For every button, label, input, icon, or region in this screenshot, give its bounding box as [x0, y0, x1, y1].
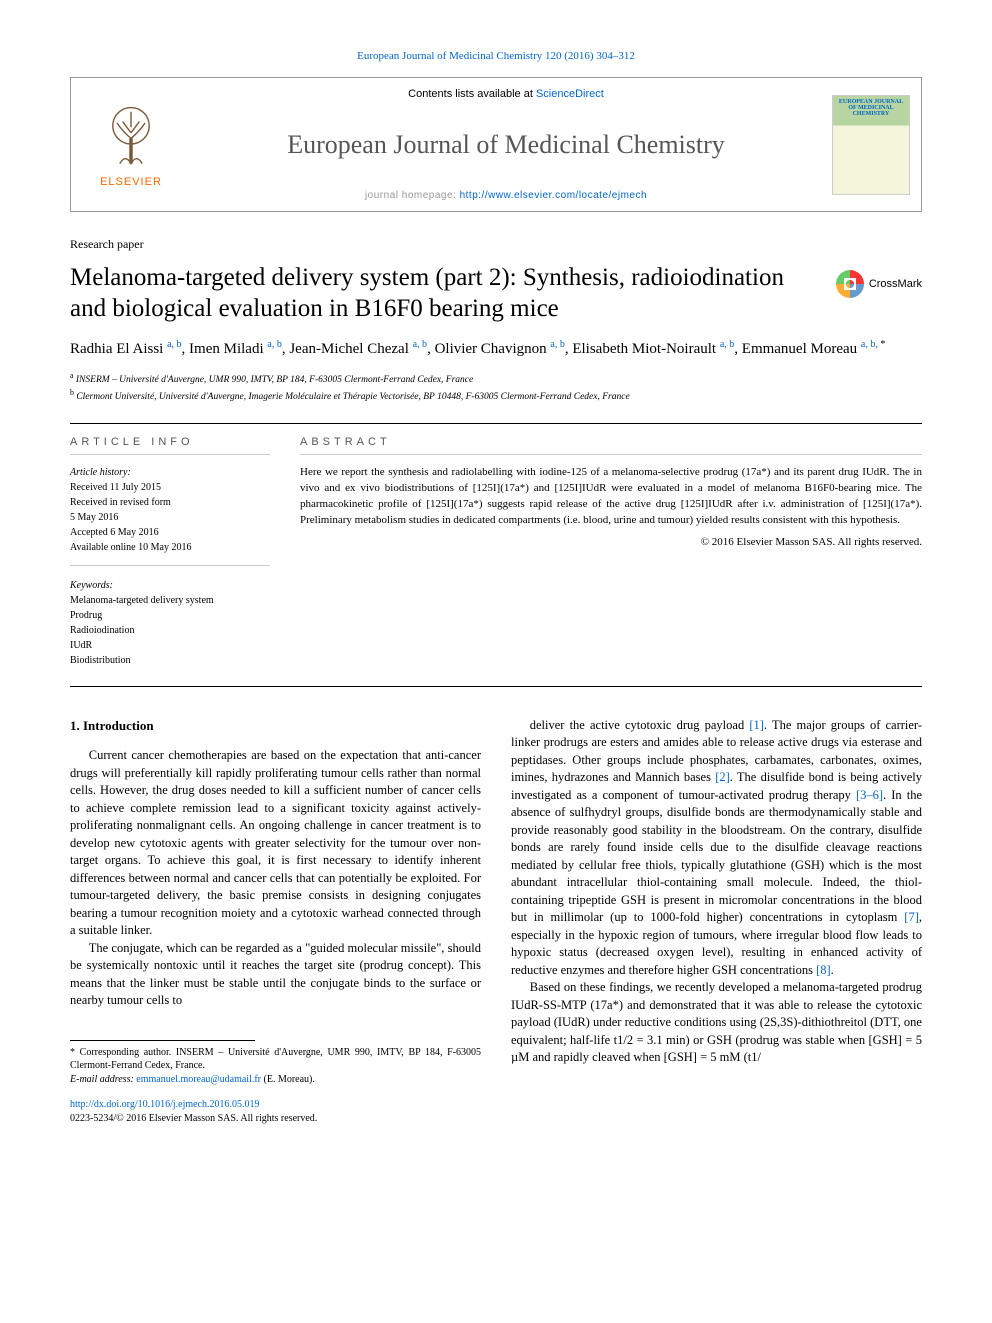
article-type: Research paper: [70, 237, 922, 252]
body-paragraph: deliver the active cytotoxic drug payloa…: [511, 717, 922, 980]
crossmark-widget[interactable]: CrossMark: [836, 270, 922, 298]
reference-link[interactable]: [2]: [715, 770, 730, 784]
reference-link[interactable]: [1]: [749, 718, 764, 732]
history-head: Article history:: [70, 465, 270, 480]
elsevier-tree-icon: [96, 102, 166, 172]
body-columns: 1. Introduction Current cancer chemother…: [70, 717, 922, 1126]
journal-header-box: ELSEVIER Contents lists available at Sci…: [70, 77, 922, 212]
affiliations: a INSERM – Université d'Auvergne, UMR 99…: [70, 370, 922, 405]
reference-link[interactable]: [8]: [816, 963, 831, 977]
bottom-meta: http://dx.doi.org/10.1016/j.ejmech.2016.…: [70, 1098, 481, 1126]
top-citation: European Journal of Medicinal Chemistry …: [70, 50, 922, 62]
header-center: Contents lists available at ScienceDirec…: [191, 78, 821, 211]
section-heading-intro: 1. Introduction: [70, 717, 481, 735]
divider-rule: [70, 686, 922, 687]
history-line: Received 11 July 2015: [70, 480, 270, 495]
journal-homepage-line: journal homepage: http://www.elsevier.co…: [191, 190, 821, 201]
keyword: IUdR: [70, 638, 270, 653]
keyword: Biodistribution: [70, 653, 270, 668]
meta-row: ARTICLE INFO Article history: Received 1…: [70, 436, 922, 668]
abstract-copyright: © 2016 Elsevier Masson SAS. All rights r…: [300, 535, 922, 551]
email-label: E-mail address:: [70, 1074, 136, 1085]
body-paragraph: Current cancer chemotherapies are based …: [70, 747, 481, 940]
title-row: Melanoma-targeted delivery system (part …: [70, 262, 922, 337]
column-left: 1. Introduction Current cancer chemother…: [70, 717, 481, 1126]
sciencedirect-link[interactable]: ScienceDirect: [536, 88, 604, 100]
authors-line: Radhia El Aissi a, b, Imen Miladi a, b, …: [70, 337, 922, 361]
light-rule: [300, 454, 922, 455]
reference-link[interactable]: [3–6]: [856, 788, 883, 802]
corresponding-author-note: * Corresponding author. INSERM – Univers…: [70, 1046, 481, 1073]
abstract-text: Here we report the synthesis and radiola…: [300, 465, 922, 551]
cover-thumb-title: EUROPEAN JOURNAL OF MEDICINAL CHEMISTRY: [836, 99, 906, 117]
crossmark-icon: [836, 270, 864, 298]
article-info-label: ARTICLE INFO: [70, 436, 270, 448]
affiliation-line: b Clermont Université, Université d'Auve…: [70, 387, 922, 404]
cover-thumbnail-block: EUROPEAN JOURNAL OF MEDICINAL CHEMISTRY: [821, 78, 921, 211]
corresponding-email-link[interactable]: emmanuel.moreau@udamail.fr: [136, 1074, 261, 1085]
article-info-block: ARTICLE INFO Article history: Received 1…: [70, 436, 270, 668]
homepage-label: journal homepage:: [365, 190, 460, 201]
abstract-label: ABSTRACT: [300, 436, 922, 448]
keyword: Melanoma-targeted delivery system: [70, 593, 270, 608]
light-rule: [70, 454, 270, 455]
keyword: Radioiodination: [70, 623, 270, 638]
email-line: E-mail address: emmanuel.moreau@udamail.…: [70, 1073, 481, 1087]
bottom-copyright: 0223-5234/© 2016 Elsevier Masson SAS. Al…: [70, 1113, 317, 1124]
doi-link[interactable]: http://dx.doi.org/10.1016/j.ejmech.2016.…: [70, 1099, 260, 1110]
crossmark-label: CrossMark: [869, 278, 922, 290]
history-line: Received in revised form: [70, 495, 270, 510]
journal-cover-thumbnail: EUROPEAN JOURNAL OF MEDICINAL CHEMISTRY: [832, 95, 910, 195]
body-paragraph: Based on these findings, we recently dev…: [511, 979, 922, 1067]
footnotes: * Corresponding author. INSERM – Univers…: [70, 1046, 481, 1087]
contents-available-line: Contents lists available at ScienceDirec…: [191, 88, 821, 100]
abstract-body: Here we report the synthesis and radiola…: [300, 465, 922, 529]
keywords-head: Keywords:: [70, 580, 270, 591]
affiliation-line: a INSERM – Université d'Auvergne, UMR 99…: [70, 370, 922, 387]
contents-prefix: Contents lists available at: [408, 88, 536, 100]
footnote-separator: [70, 1040, 255, 1041]
light-rule: [70, 565, 270, 566]
history-line: Available online 10 May 2016: [70, 540, 270, 555]
page: European Journal of Medicinal Chemistry …: [0, 0, 992, 1166]
abstract-block: ABSTRACT Here we report the synthesis an…: [300, 436, 922, 668]
keyword: Prodrug: [70, 608, 270, 623]
article-history: Article history: Received 11 July 2015Re…: [70, 465, 270, 555]
article-title: Melanoma-targeted delivery system (part …: [70, 262, 816, 325]
journal-name: European Journal of Medicinal Chemistry: [191, 130, 821, 160]
body-paragraph: The conjugate, which can be regarded as …: [70, 940, 481, 1010]
keywords-list: Melanoma-targeted delivery systemProdrug…: [70, 593, 270, 668]
history-line: 5 May 2016: [70, 510, 270, 525]
email-who: (E. Moreau).: [261, 1074, 315, 1085]
publisher-name: ELSEVIER: [100, 176, 162, 188]
reference-link[interactable]: [7]: [904, 910, 919, 924]
journal-homepage-link[interactable]: http://www.elsevier.com/locate/ejmech: [460, 190, 647, 201]
column-right: deliver the active cytotoxic drug payloa…: [511, 717, 922, 1126]
history-line: Accepted 6 May 2016: [70, 525, 270, 540]
divider-rule: [70, 423, 922, 424]
publisher-logo-block: ELSEVIER: [71, 78, 191, 211]
